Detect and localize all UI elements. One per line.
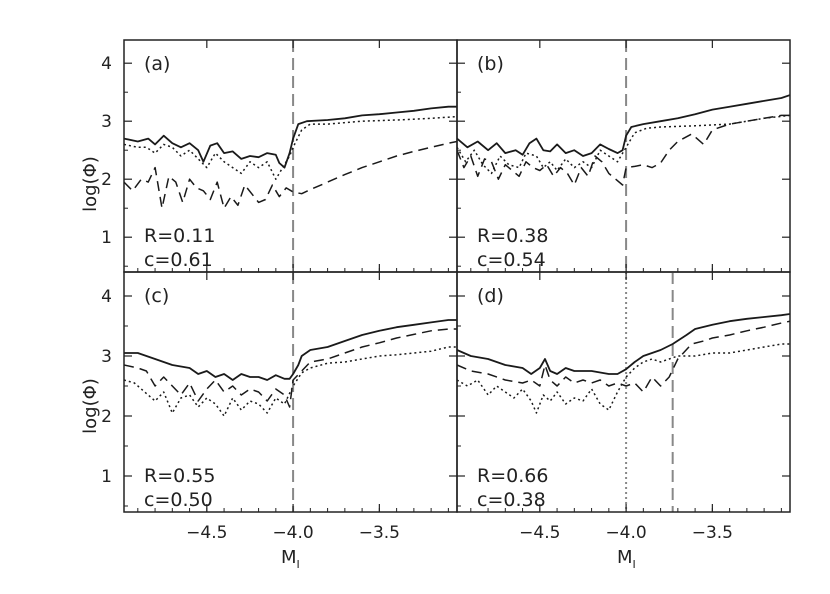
x-tick-label: −3.5 (692, 523, 733, 543)
series-line-dotted (457, 114, 790, 175)
x-axis-label-subscript: I (297, 558, 300, 571)
c-annotation: c=0.61 (144, 249, 213, 271)
series-line-solid (457, 94, 790, 157)
x-tick-label: −3.5 (359, 523, 400, 543)
y-tick-label: 3 (101, 112, 112, 132)
x-tick-label: −4.5 (519, 523, 560, 543)
panel-b: (b) R=0.38c=0.54 (456, 39, 791, 273)
panel-label: (b) (477, 53, 504, 75)
x-axis-label-main: M (617, 547, 633, 568)
r-annotation: R=0.55 (144, 465, 215, 487)
series-line-dashed (124, 140, 457, 209)
series-group (457, 94, 790, 186)
series-group (457, 313, 790, 414)
x-tick-label: −4.0 (272, 523, 313, 543)
c-annotation: c=0.54 (477, 249, 546, 271)
y-tick-label: 1 (101, 228, 112, 248)
series-line-dashed (124, 328, 457, 408)
panel-frame (456, 271, 791, 513)
series-line-dashed (457, 114, 790, 186)
c-annotation: c=0.50 (144, 489, 213, 511)
x-axis-label-main: M (281, 547, 297, 568)
series-line-solid (124, 319, 457, 381)
x-tick-label: −4.5 (186, 523, 227, 543)
x-axis-label-left: MI (281, 547, 300, 571)
panel-c: −4.5 −4.0 −3.5 1 2 3 4 (c) R=0.55c=0.50 (101, 271, 458, 543)
series-line-dotted (124, 115, 457, 180)
y-tick-label: 1 (101, 467, 112, 487)
panel-label: (c) (144, 285, 169, 307)
y-tick-label: 2 (101, 407, 112, 427)
y-axis-label-bottom: log(Φ) (80, 378, 101, 434)
r-annotation: R=0.66 (477, 465, 548, 487)
y-tick-label: 4 (101, 54, 112, 74)
y-axis-label-top: log(Φ) (80, 156, 101, 212)
panel-d: −4.5 −4.0 −3.5 (d) R=0.66c=0.38 (456, 271, 791, 543)
x-axis-label-right: MI (617, 547, 636, 571)
x-tick-label: −4.0 (605, 523, 646, 543)
series-line-solid (457, 313, 790, 375)
series-group (124, 105, 457, 209)
panel-label: (a) (144, 53, 170, 75)
r-annotation: R=0.38 (477, 225, 548, 247)
series-line-dotted (457, 343, 790, 414)
series-group (124, 319, 457, 417)
series-line-solid (124, 105, 457, 169)
x-axis-label-subscript: I (633, 558, 636, 571)
r-annotation: R=0.11 (144, 225, 215, 247)
y-tick-label: 2 (101, 170, 112, 190)
y-tick-label: 3 (101, 347, 112, 367)
panel-a: 1 2 3 4 (a) R=0.11c=0.61 (101, 39, 458, 273)
y-tick-label: 4 (101, 287, 112, 307)
c-annotation: c=0.38 (477, 489, 546, 511)
axis-labels-layer: log(Φ) log(Φ) MI MI (80, 156, 636, 571)
series-line-dashed (457, 320, 790, 393)
panel-label: (d) (477, 285, 504, 307)
